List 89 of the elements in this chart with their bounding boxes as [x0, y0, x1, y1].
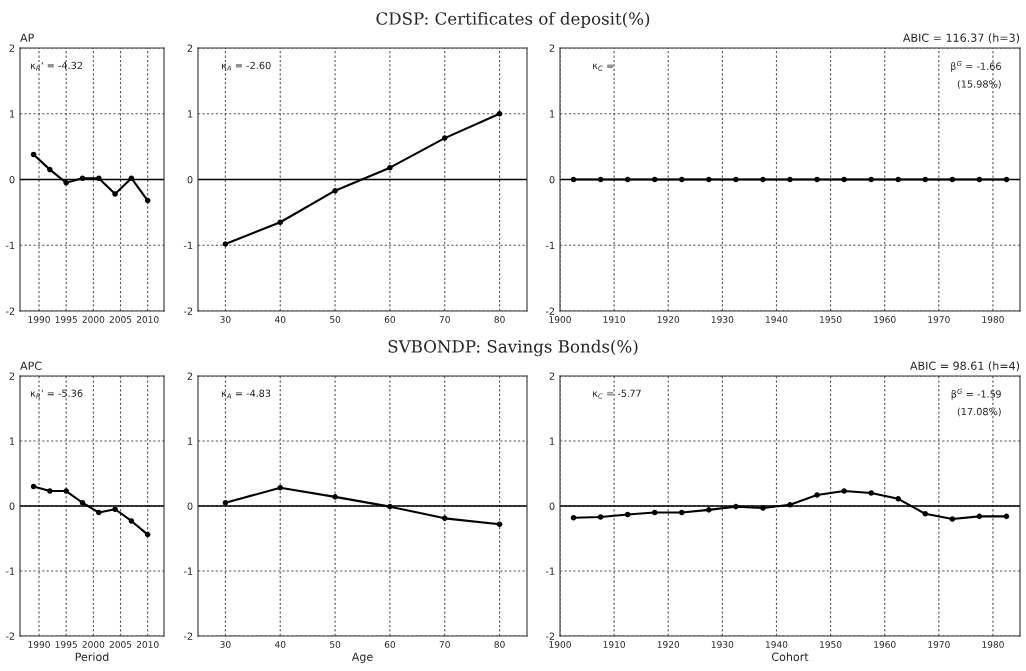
chart-subtitle: AP [20, 33, 34, 42]
x-tick-label: 1995 [55, 316, 77, 323]
x-tick-label: 1900 [549, 641, 571, 648]
annotation: κ$_{C}$ = [593, 63, 614, 71]
x-tick-label: 1950 [820, 316, 842, 323]
x-tick-label: 2005 [109, 316, 132, 323]
annotation: κ$_{A}$ = -2.60 [221, 61, 271, 71]
y-tick-label: -2 [545, 307, 555, 315]
y-tick-label: 1 [188, 437, 193, 445]
annotation: (15.98%) [957, 80, 1001, 89]
y-tick-label: -1 [545, 241, 555, 249]
chart-subtitle: APC [20, 361, 42, 370]
x-tick-label: 1930 [711, 641, 734, 648]
x-tick-label: 70 [439, 316, 450, 323]
y-tick-label: 1 [550, 110, 555, 118]
x-tick-label: 1960 [874, 316, 896, 323]
x-tick-label: 1940 [765, 641, 788, 648]
x-tick-label: 80 [494, 316, 505, 323]
annotation: β$^{G}$ = -1.59 [951, 388, 1001, 400]
x-tick-label: 50 [330, 641, 341, 648]
y-tick-label: 1 [550, 437, 555, 445]
x-tick-label: 1930 [711, 316, 734, 323]
x-axis-title: Cohort [771, 652, 809, 661]
y-tick-label: -2 [5, 632, 15, 640]
y-tick-label: -1 [5, 567, 15, 575]
x-tick-label: 60 [384, 641, 396, 648]
y-tick-label: 0 [187, 175, 193, 184]
x-tick-label: 1990 [28, 641, 50, 648]
y-tick-label: -2 [183, 307, 193, 315]
annotation: κ$_{C}$ = -5.77 [593, 389, 641, 399]
y-tick-label: 0 [9, 175, 15, 184]
y-tick-label: -1 [183, 567, 193, 575]
x-tick-label: 1980 [982, 316, 1004, 323]
x-tick-label: 1990 [28, 316, 50, 323]
chart-title: CDSP: Certificates of deposit(%) [376, 11, 650, 29]
x-tick-label: 1970 [928, 641, 950, 648]
annotation: κ$_{R}$' = -4.32 [30, 61, 83, 71]
y-tick-label: 2 [9, 372, 15, 380]
x-tick-label: 70 [439, 641, 450, 648]
x-tick-label: 50 [330, 316, 341, 323]
y-tick-label: 2 [9, 44, 15, 52]
x-tick-label: 1980 [982, 641, 1004, 648]
x-tick-label: 1900 [549, 316, 571, 323]
y-tick-label: -2 [545, 632, 555, 640]
annotation: κ$_{R}$' = -5.36 [30, 389, 83, 399]
annotation: β$^{G}$ = -1.66 [951, 60, 1001, 72]
y-tick-label: 0 [187, 502, 193, 510]
x-tick-label: 1910 [603, 316, 626, 323]
x-tick-label: 1910 [603, 641, 626, 648]
y-tick-label: -2 [5, 307, 15, 315]
y-tick-label: -1 [5, 241, 15, 249]
x-tick-label: 1920 [657, 316, 680, 323]
x-tick-label: 80 [494, 641, 505, 648]
y-tick-label: 1 [188, 110, 193, 118]
y-tick-label: -1 [545, 567, 555, 575]
y-tick-label: 2 [549, 372, 555, 380]
y-tick-label: 1 [10, 110, 15, 118]
x-tick-label: 30 [220, 641, 231, 648]
annotation: κ$_{A}$ = -4.83 [221, 389, 271, 399]
y-tick-label: -2 [183, 632, 193, 640]
x-tick-label: 2010 [136, 316, 159, 323]
y-tick-label: 2 [187, 44, 193, 52]
x-tick-label: 40 [274, 316, 286, 323]
x-tick-label: 40 [274, 641, 286, 648]
y-tick-label: -1 [183, 241, 193, 249]
y-tick-label: 1 [10, 437, 15, 445]
y-tick-label: 0 [9, 502, 15, 510]
y-tick-label: 2 [549, 44, 555, 52]
y-tick-label: 0 [549, 502, 555, 510]
x-tick-label: 1960 [874, 641, 896, 648]
x-axis-title: Age [351, 652, 373, 664]
y-tick-label: 0 [549, 175, 555, 184]
chart-subtitle: ABIC = 98.61 (h=4) [910, 361, 1020, 372]
x-tick-label: 30 [220, 316, 231, 323]
x-tick-label: 1920 [657, 641, 680, 648]
x-tick-label: 2005 [109, 641, 132, 648]
x-tick-label: 2010 [136, 641, 159, 648]
x-tick-label: 2000 [82, 316, 105, 323]
x-tick-label: 1995 [55, 641, 77, 648]
x-tick-label: 60 [384, 316, 396, 323]
x-tick-label: 2000 [82, 641, 105, 648]
chart-title: SVBONDP: Savings Bonds(%) [388, 339, 638, 357]
x-tick-label: 1950 [820, 641, 842, 648]
x-axis-title: Period [75, 652, 109, 661]
x-tick-label: 1970 [928, 316, 950, 323]
chart-subtitle: ABIC = 116.37 (h=3) [902, 33, 1020, 44]
x-tick-label: 1940 [765, 316, 788, 323]
y-tick-label: 2 [187, 372, 193, 380]
annotation: (17.08%) [957, 407, 1001, 417]
